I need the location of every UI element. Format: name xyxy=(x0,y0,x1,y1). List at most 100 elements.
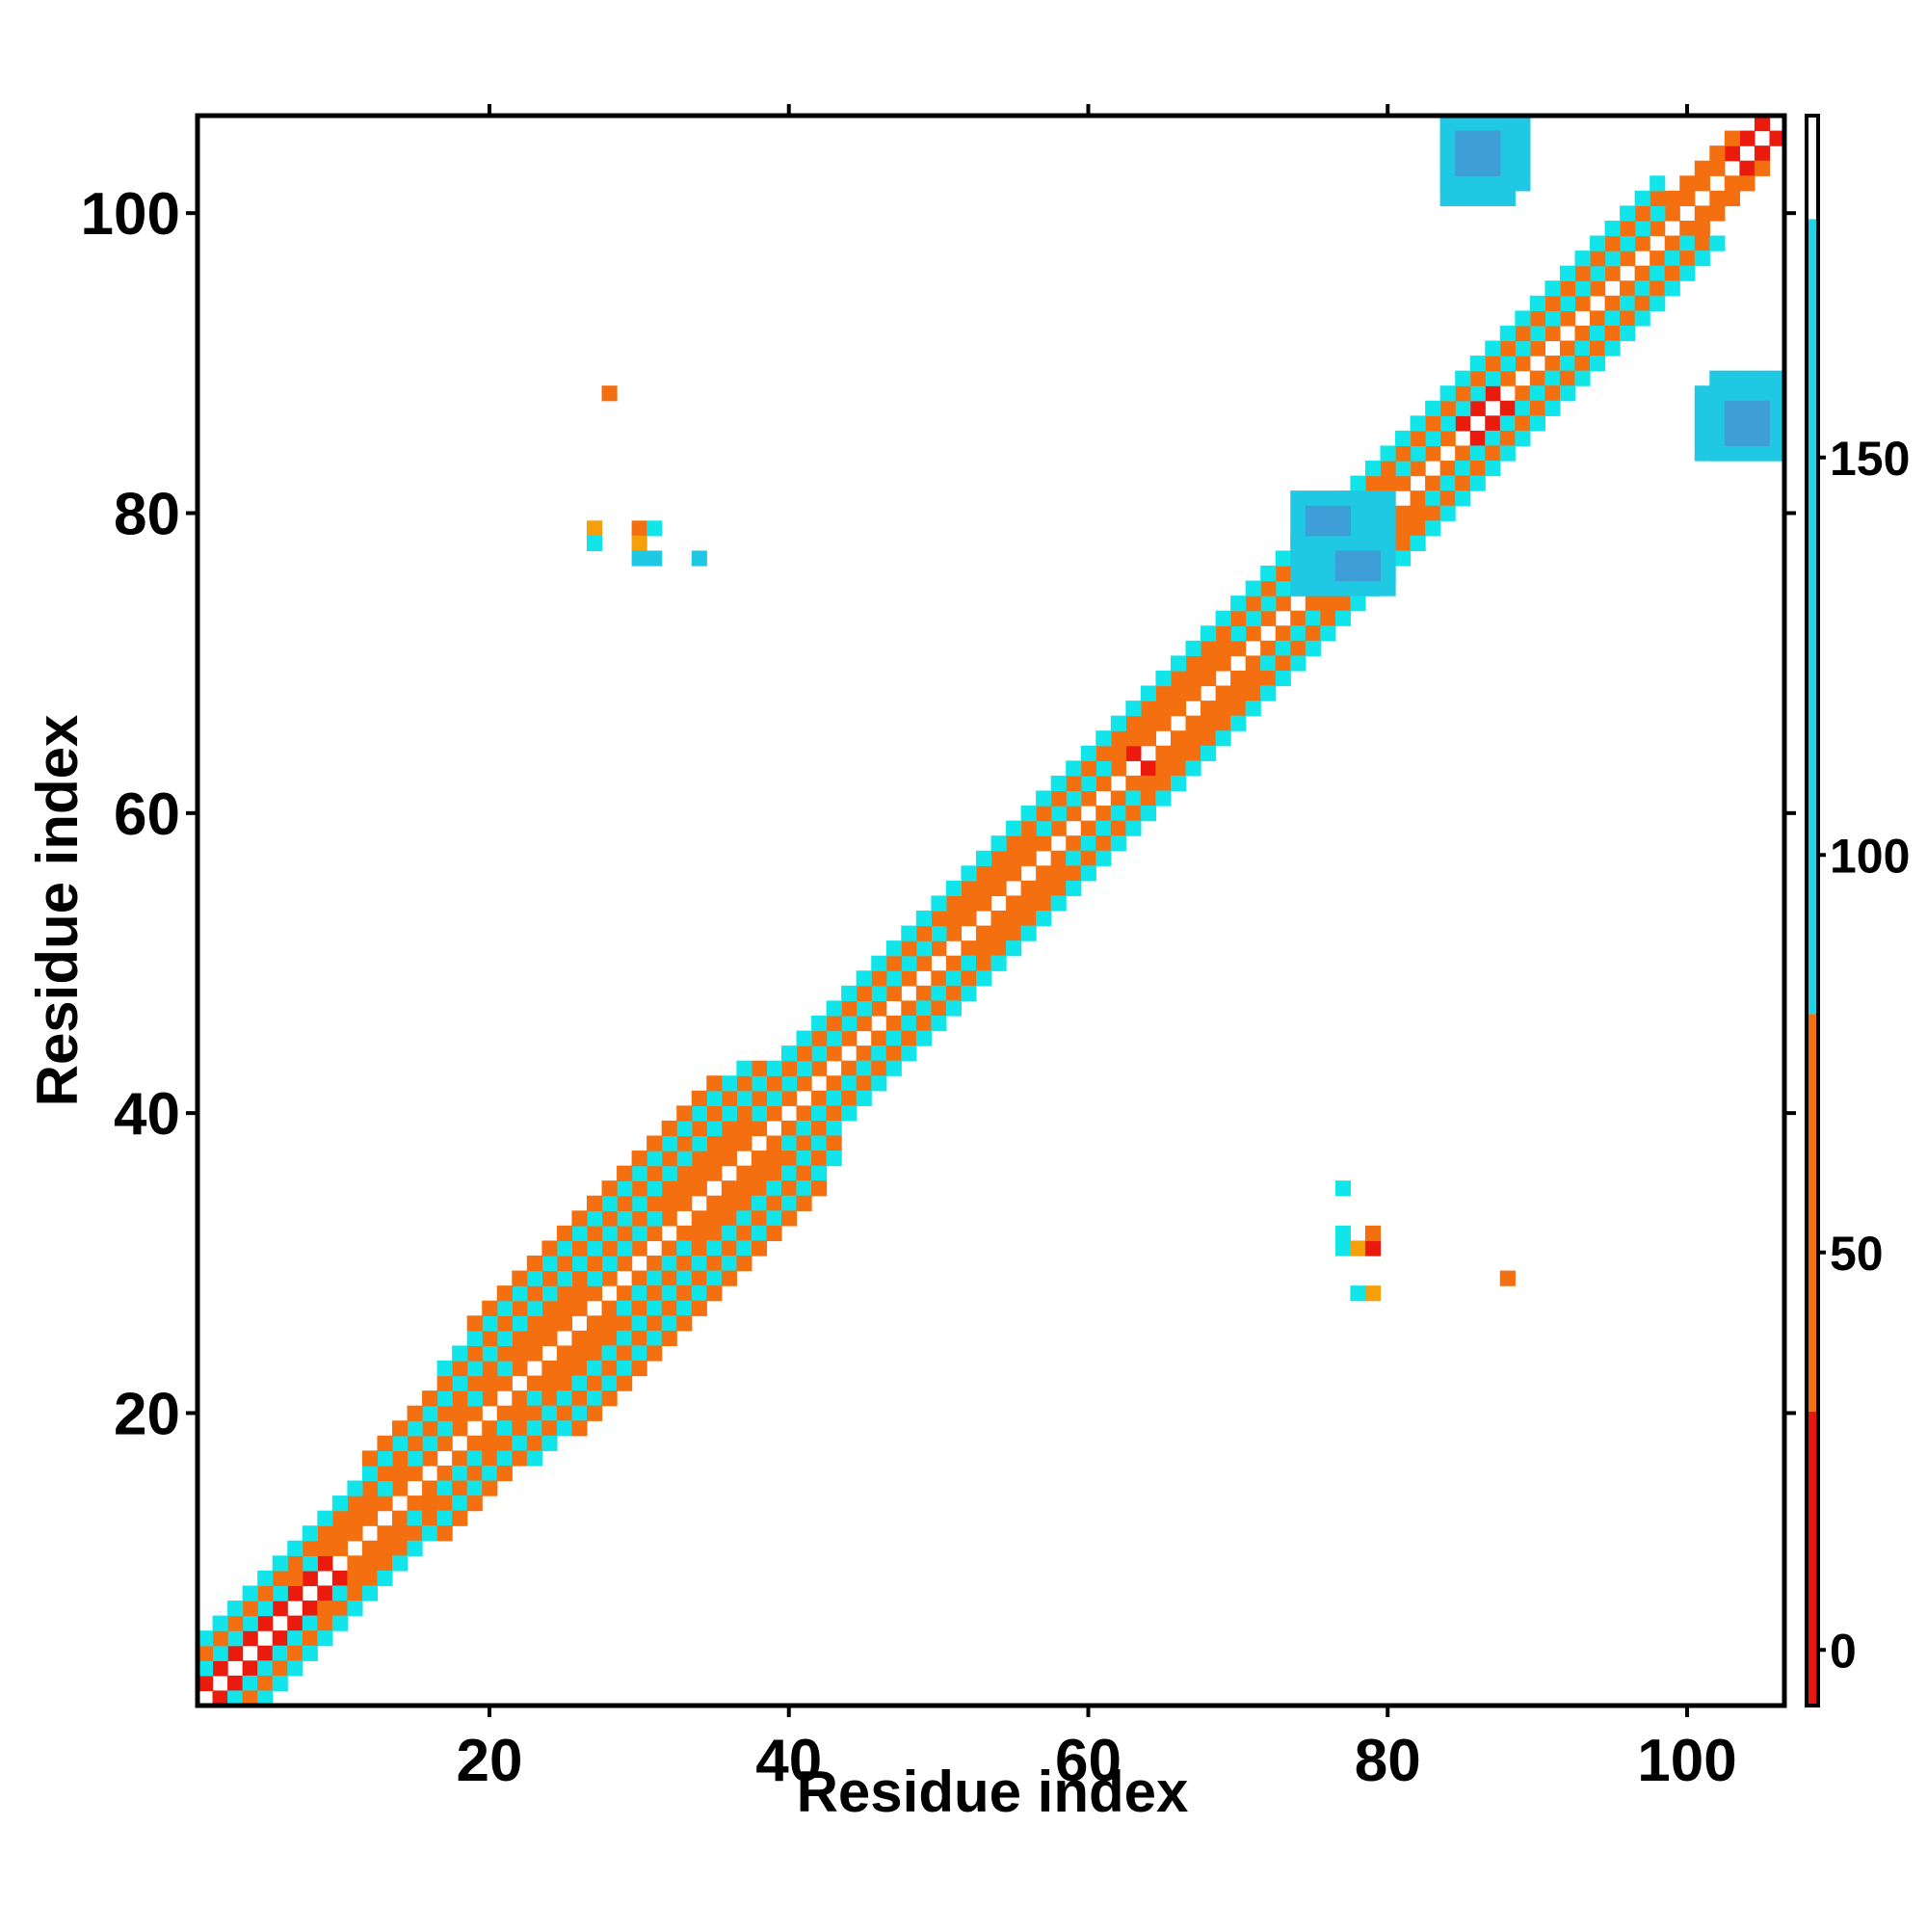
heatmap-cell xyxy=(1350,1240,1366,1257)
heatmap-cell xyxy=(1334,1180,1352,1197)
heatmap-cell xyxy=(780,1165,798,1181)
heatmap-cell xyxy=(302,1570,318,1587)
heatmap-cell xyxy=(796,1195,812,1211)
heatmap-cell xyxy=(212,1645,228,1661)
heatmap-cell xyxy=(676,1270,693,1286)
heatmap-cell xyxy=(526,1375,542,1391)
heatmap-cell xyxy=(676,1225,693,1242)
heatmap-cell xyxy=(1066,850,1082,866)
heatmap-cell xyxy=(676,1300,693,1316)
heatmap-cell xyxy=(1006,820,1022,836)
heatmap-cell xyxy=(1529,385,1545,402)
heatmap-cell xyxy=(571,1405,588,1421)
heatmap-cell xyxy=(661,1135,677,1151)
heatmap-cell xyxy=(198,1660,214,1677)
y-tick-label: 60 xyxy=(114,781,180,848)
heatmap-cell xyxy=(796,1060,812,1076)
heatmap-cell xyxy=(1395,475,1412,491)
heatmap-cell xyxy=(1410,535,1426,552)
heatmap-cell xyxy=(422,1510,438,1526)
heatmap-cell xyxy=(706,1285,723,1302)
heatmap-cell xyxy=(1515,130,1531,146)
heatmap-cell xyxy=(586,1256,603,1272)
heatmap-cell xyxy=(901,940,917,957)
heatmap-cell xyxy=(617,1315,633,1332)
heatmap-cell xyxy=(631,1345,647,1362)
heatmap-cell xyxy=(272,1675,288,1692)
heatmap-cell xyxy=(1185,655,1201,672)
heatmap-cell xyxy=(1604,340,1621,357)
heatmap-cell xyxy=(1590,325,1606,342)
heatmap-cell xyxy=(617,1240,633,1257)
heatmap-cell xyxy=(1739,175,1755,192)
heatmap-cell xyxy=(647,1270,663,1286)
heatmap-cell xyxy=(945,925,963,941)
heatmap-cell xyxy=(1410,415,1426,432)
heatmap-cell xyxy=(1201,701,1217,717)
heatmap-cell xyxy=(1095,835,1112,852)
heatmap-cell xyxy=(1290,535,1307,552)
heatmap-cell xyxy=(541,1405,558,1421)
heatmap-cell xyxy=(766,1165,782,1181)
heatmap-cell xyxy=(990,880,1007,897)
heatmap-cell xyxy=(1515,175,1531,192)
colorbar-band xyxy=(1807,219,1818,1015)
heatmap-cell xyxy=(691,1105,707,1122)
heatmap-cell xyxy=(1709,235,1726,251)
heatmap-cell xyxy=(1170,655,1187,672)
heatmap-cell xyxy=(796,1030,812,1046)
heatmap-cell xyxy=(1095,775,1112,792)
heatmap-cell xyxy=(1036,835,1052,852)
heatmap-cell xyxy=(601,385,618,402)
heatmap-cell xyxy=(436,1420,453,1437)
heatmap-cell xyxy=(1620,205,1636,222)
heatmap-cell xyxy=(347,1495,363,1512)
heatmap-cell xyxy=(571,1210,588,1227)
heatmap-cell xyxy=(331,1525,348,1542)
heatmap-cell xyxy=(1754,430,1771,447)
heatmap-cell xyxy=(647,1135,663,1151)
heatmap-cell xyxy=(1080,820,1096,836)
heatmap-cell xyxy=(1201,730,1217,747)
heatmap-cell xyxy=(1499,116,1516,132)
heatmap-cell xyxy=(601,1390,618,1407)
heatmap-cell xyxy=(1215,701,1231,717)
heatmap-cell xyxy=(1769,430,1785,447)
heatmap-cell xyxy=(915,985,932,1001)
heatmap-cell xyxy=(198,1645,214,1661)
heatmap-cell xyxy=(198,1675,214,1692)
heatmap-cell xyxy=(422,1390,438,1407)
heatmap-cell xyxy=(526,1345,542,1362)
heatmap-cell xyxy=(496,1420,513,1437)
heatmap-cell xyxy=(661,1180,677,1197)
heatmap-cell xyxy=(601,1180,618,1197)
heatmap-cell xyxy=(661,1270,677,1286)
heatmap-cell xyxy=(931,925,947,941)
heatmap-cell xyxy=(1559,295,1576,311)
heatmap-cell xyxy=(736,1180,752,1197)
heatmap-cell xyxy=(1485,116,1501,132)
heatmap-cell xyxy=(1590,356,1606,372)
heatmap-cell xyxy=(272,1570,288,1587)
heatmap-cell xyxy=(1350,580,1366,596)
heatmap-cell xyxy=(975,850,992,866)
heatmap-cell xyxy=(736,1090,752,1106)
heatmap-cell xyxy=(541,1360,558,1377)
heatmap-cell xyxy=(647,1256,663,1272)
y-tick-label: 20 xyxy=(114,1381,180,1447)
heatmap-cell xyxy=(1380,475,1396,491)
heatmap-cell xyxy=(1305,535,1321,552)
heatmap-cell xyxy=(901,925,917,941)
heatmap-cell xyxy=(1529,340,1545,357)
heatmap-cell xyxy=(1320,610,1336,626)
heatmap-cell xyxy=(990,865,1007,882)
heatmap-cell xyxy=(631,1240,647,1257)
heatmap-cell xyxy=(571,1256,588,1272)
heatmap-cell xyxy=(1155,701,1172,717)
heatmap-cell xyxy=(1260,685,1277,701)
heatmap-cell xyxy=(631,535,647,552)
heatmap-cell xyxy=(227,1630,244,1647)
heatmap-cell xyxy=(1664,205,1680,222)
heatmap-cell xyxy=(586,1345,603,1362)
heatmap-cell xyxy=(1485,175,1501,192)
